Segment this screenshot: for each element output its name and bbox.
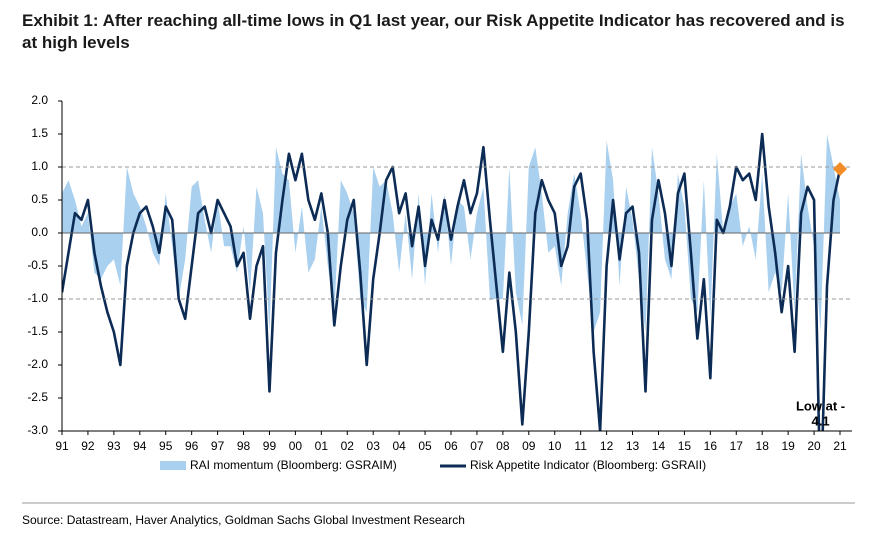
x-tick-label: 98 [237,439,251,453]
x-tick-label: 16 [704,439,718,453]
legend-swatch [160,461,186,470]
x-tick-label: 04 [392,439,406,453]
chart-title: Exhibit 1: After reaching all-time lows … [22,11,845,52]
x-tick-label: 17 [730,439,744,453]
y-tick-label: -0.5 [27,258,48,272]
x-tick-label: 14 [652,439,666,453]
x-tick-label: 18 [756,439,770,453]
x-tick-label: 20 [807,439,821,453]
x-tick-label: 15 [678,439,692,453]
x-tick-label: 03 [367,439,381,453]
legend-label: RAI momentum (Bloomberg: GSRAIM) [190,458,397,472]
y-tick-label: -2.5 [27,390,48,404]
y-tick-label: 2.0 [31,93,48,107]
x-tick-label: 01 [315,439,329,453]
source: Source: Datastream, Haver Analytics, Gol… [22,513,465,527]
y-tick-label: -2.0 [27,357,48,371]
x-tick-label: 02 [341,439,355,453]
y-tick-label: -1.5 [27,324,48,338]
annotation: Low at - [796,398,845,413]
y-tick-label: -3.0 [27,423,48,437]
x-tick-label: 99 [263,439,277,453]
x-tick-label: 91 [55,439,69,453]
rai-line [62,132,842,431]
legend-label: Risk Appetite Indicator (Bloomberg: GSRA… [470,458,706,472]
y-tick-label: 1.5 [31,126,48,140]
x-tick-label: 10 [548,439,562,453]
x-tick-label: 00 [289,439,303,453]
x-tick-label: 97 [211,439,225,453]
x-tick-label: 95 [159,439,173,453]
x-tick-label: 12 [600,439,614,453]
x-tick-label: 93 [107,439,121,453]
y-tick-label: -1.0 [27,291,48,305]
y-tick-label: 1.0 [31,159,48,173]
x-tick-label: 07 [470,439,484,453]
x-tick-label: 19 [781,439,795,453]
x-tick-label: 06 [444,439,458,453]
x-tick-label: 11 [574,439,587,453]
x-tick-label: 21 [833,439,847,453]
x-tick-label: 08 [496,439,510,453]
y-tick-label: 0.0 [31,225,48,239]
annotation: 4.1 [812,413,830,428]
x-tick-label: 05 [418,439,432,453]
x-tick-label: 96 [185,439,199,453]
x-tick-label: 94 [133,439,147,453]
x-tick-label: 92 [81,439,95,453]
x-tick-label: 09 [522,439,536,453]
x-tick-label: 13 [626,439,640,453]
latest-marker [833,161,847,176]
y-tick-label: 0.5 [31,192,48,206]
